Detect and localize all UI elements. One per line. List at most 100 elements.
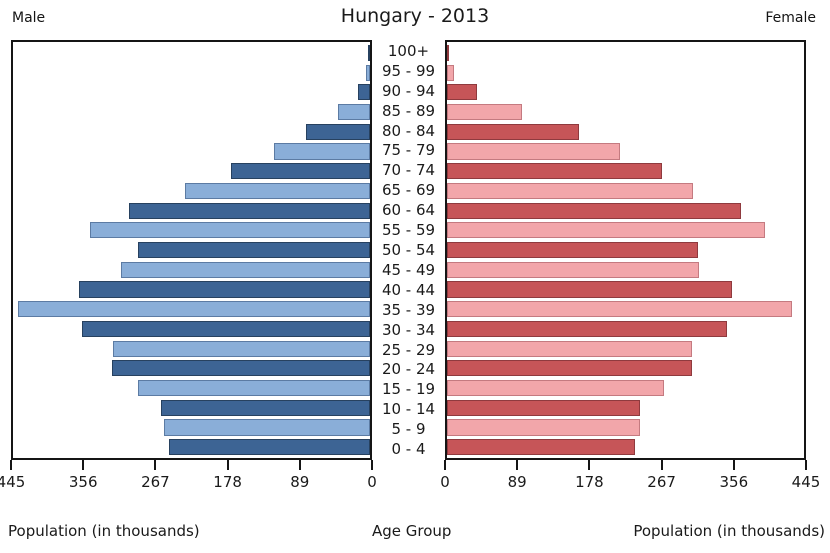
- female-bar-row: [447, 398, 804, 418]
- female-bar-row: [447, 201, 804, 221]
- age-group-label: 40 - 44: [381, 280, 436, 299]
- male-bar: [82, 320, 370, 337]
- female-plot: [445, 40, 806, 460]
- age-group-label: 35 - 39: [381, 300, 436, 319]
- male-bar-row: [13, 201, 370, 221]
- male-axis-tick-label: 445: [0, 473, 26, 491]
- male-axis-tick-mark: [371, 460, 373, 470]
- age-group-label: 10 - 14: [381, 400, 436, 419]
- female-bar-row: [447, 82, 804, 102]
- male-bar: [273, 143, 370, 160]
- female-bar: [447, 103, 522, 121]
- age-group-label: 20 - 24: [381, 360, 436, 379]
- age-group-label: 70 - 74: [381, 161, 436, 180]
- male-bar-row: [13, 378, 370, 398]
- male-x-axis: 445 356 267 178 89 0: [0, 460, 377, 508]
- male-axis-tick-mark: [298, 460, 301, 470]
- male-bar-row: [13, 63, 370, 83]
- male-bar: [129, 202, 370, 219]
- chart-footer: Population (in thousands) Age Group Popu…: [0, 522, 830, 540]
- male-bar-row: [13, 181, 370, 201]
- age-group-label: 15 - 19: [381, 380, 436, 399]
- female-axis-tick-mark: [732, 460, 735, 470]
- male-axis-tick-mark: [10, 460, 12, 470]
- age-group-label: 65 - 69: [381, 181, 436, 200]
- age-group-axis: 100+ 95 - 99 90 - 94 85 - 89 80 - 84 75 - 79 7…: [372, 40, 445, 460]
- male-axis-tick-label: 0: [367, 473, 377, 491]
- female-bar-row: [447, 181, 804, 201]
- female-bar: [447, 163, 662, 180]
- age-group-label: 95 - 99: [381, 61, 436, 80]
- female-axis-tick-label: 356: [719, 473, 749, 491]
- female-axis-tick-label: 89: [507, 473, 527, 491]
- male-bar-row: [13, 240, 370, 260]
- male-bar: [90, 222, 370, 239]
- male-axis-tick-label: 89: [290, 473, 310, 491]
- male-bar-row: [13, 418, 370, 438]
- male-bar: [138, 380, 370, 397]
- female-axis-tick-label: 267: [647, 473, 676, 491]
- male-bar-row: [13, 398, 370, 418]
- male-bar: [113, 340, 370, 357]
- female-axis-tick-label: 0: [440, 473, 450, 491]
- age-group-label: 25 - 29: [381, 340, 436, 359]
- plot-band: 100+ 95 - 99 90 - 94 85 - 89 80 - 84 75 - 79 7…: [0, 40, 830, 460]
- male-bar-row: [13, 220, 370, 240]
- age-group-label: 55 - 59: [381, 221, 436, 240]
- female-bar: [447, 261, 699, 278]
- male-bar: [185, 182, 370, 199]
- male-axis-tick-label: 356: [68, 473, 98, 491]
- female-axis-tick-mark: [444, 460, 446, 470]
- male-bar-row: [13, 82, 370, 102]
- female-bar-row: [447, 220, 804, 240]
- male-bar: [368, 44, 370, 61]
- male-bar: [305, 123, 370, 140]
- female-bar-row: [447, 161, 804, 181]
- age-group-axis-title: Age Group: [372, 522, 452, 540]
- female-bar-row: [447, 280, 804, 300]
- male-bar: [138, 241, 370, 259]
- female-bar: [447, 340, 693, 357]
- female-bar: [447, 360, 693, 377]
- male-bar-row: [13, 122, 370, 142]
- female-bar-row: [447, 142, 804, 162]
- male-bar: [231, 163, 370, 180]
- age-group-label: 75 - 79: [381, 141, 436, 160]
- male-bar: [337, 103, 370, 121]
- male-axis-tick-mark: [82, 460, 85, 470]
- female-bar: [447, 241, 699, 259]
- female-bar: [447, 301, 792, 318]
- male-axis-tick-mark: [226, 460, 229, 470]
- age-group-label: 45 - 49: [381, 260, 436, 279]
- axis-band: 445 356 267 178 89 0 0 89 178 267 356 445: [0, 460, 830, 508]
- male-axis-tick-mark: [154, 460, 157, 470]
- male-axis-tick-label: 178: [213, 473, 242, 491]
- age-group-label: 50 - 54: [381, 241, 436, 260]
- female-bar: [447, 182, 694, 199]
- female-bar-row: [447, 122, 804, 142]
- female-axis-tick-label: 178: [575, 473, 604, 491]
- male-axis-tick-label: 267: [141, 473, 170, 491]
- female-bar-row: [447, 378, 804, 398]
- male-bar-row: [13, 280, 370, 300]
- female-bar-row: [447, 319, 804, 339]
- male-bar-row: [13, 319, 370, 339]
- female-axis-tick-label: 445: [791, 473, 821, 491]
- male-axis-title: Population (in thousands): [8, 522, 200, 540]
- male-bar-row: [13, 299, 370, 319]
- age-group-label: 80 - 84: [381, 121, 436, 140]
- age-group-label: 60 - 64: [381, 201, 436, 220]
- male-plot: [11, 40, 372, 460]
- male-bar: [357, 84, 370, 101]
- male-bar: [112, 360, 370, 377]
- female-bar: [447, 419, 640, 436]
- female-bar-row: [447, 437, 804, 457]
- female-axis-tick-mark: [805, 460, 807, 470]
- male-bar-row: [13, 437, 370, 457]
- male-bar: [121, 261, 370, 278]
- age-group-label: 90 - 94: [381, 81, 436, 100]
- age-group-label: 85 - 89: [381, 101, 436, 120]
- age-group-label: 0 - 4: [391, 440, 426, 459]
- male-bar: [161, 399, 370, 416]
